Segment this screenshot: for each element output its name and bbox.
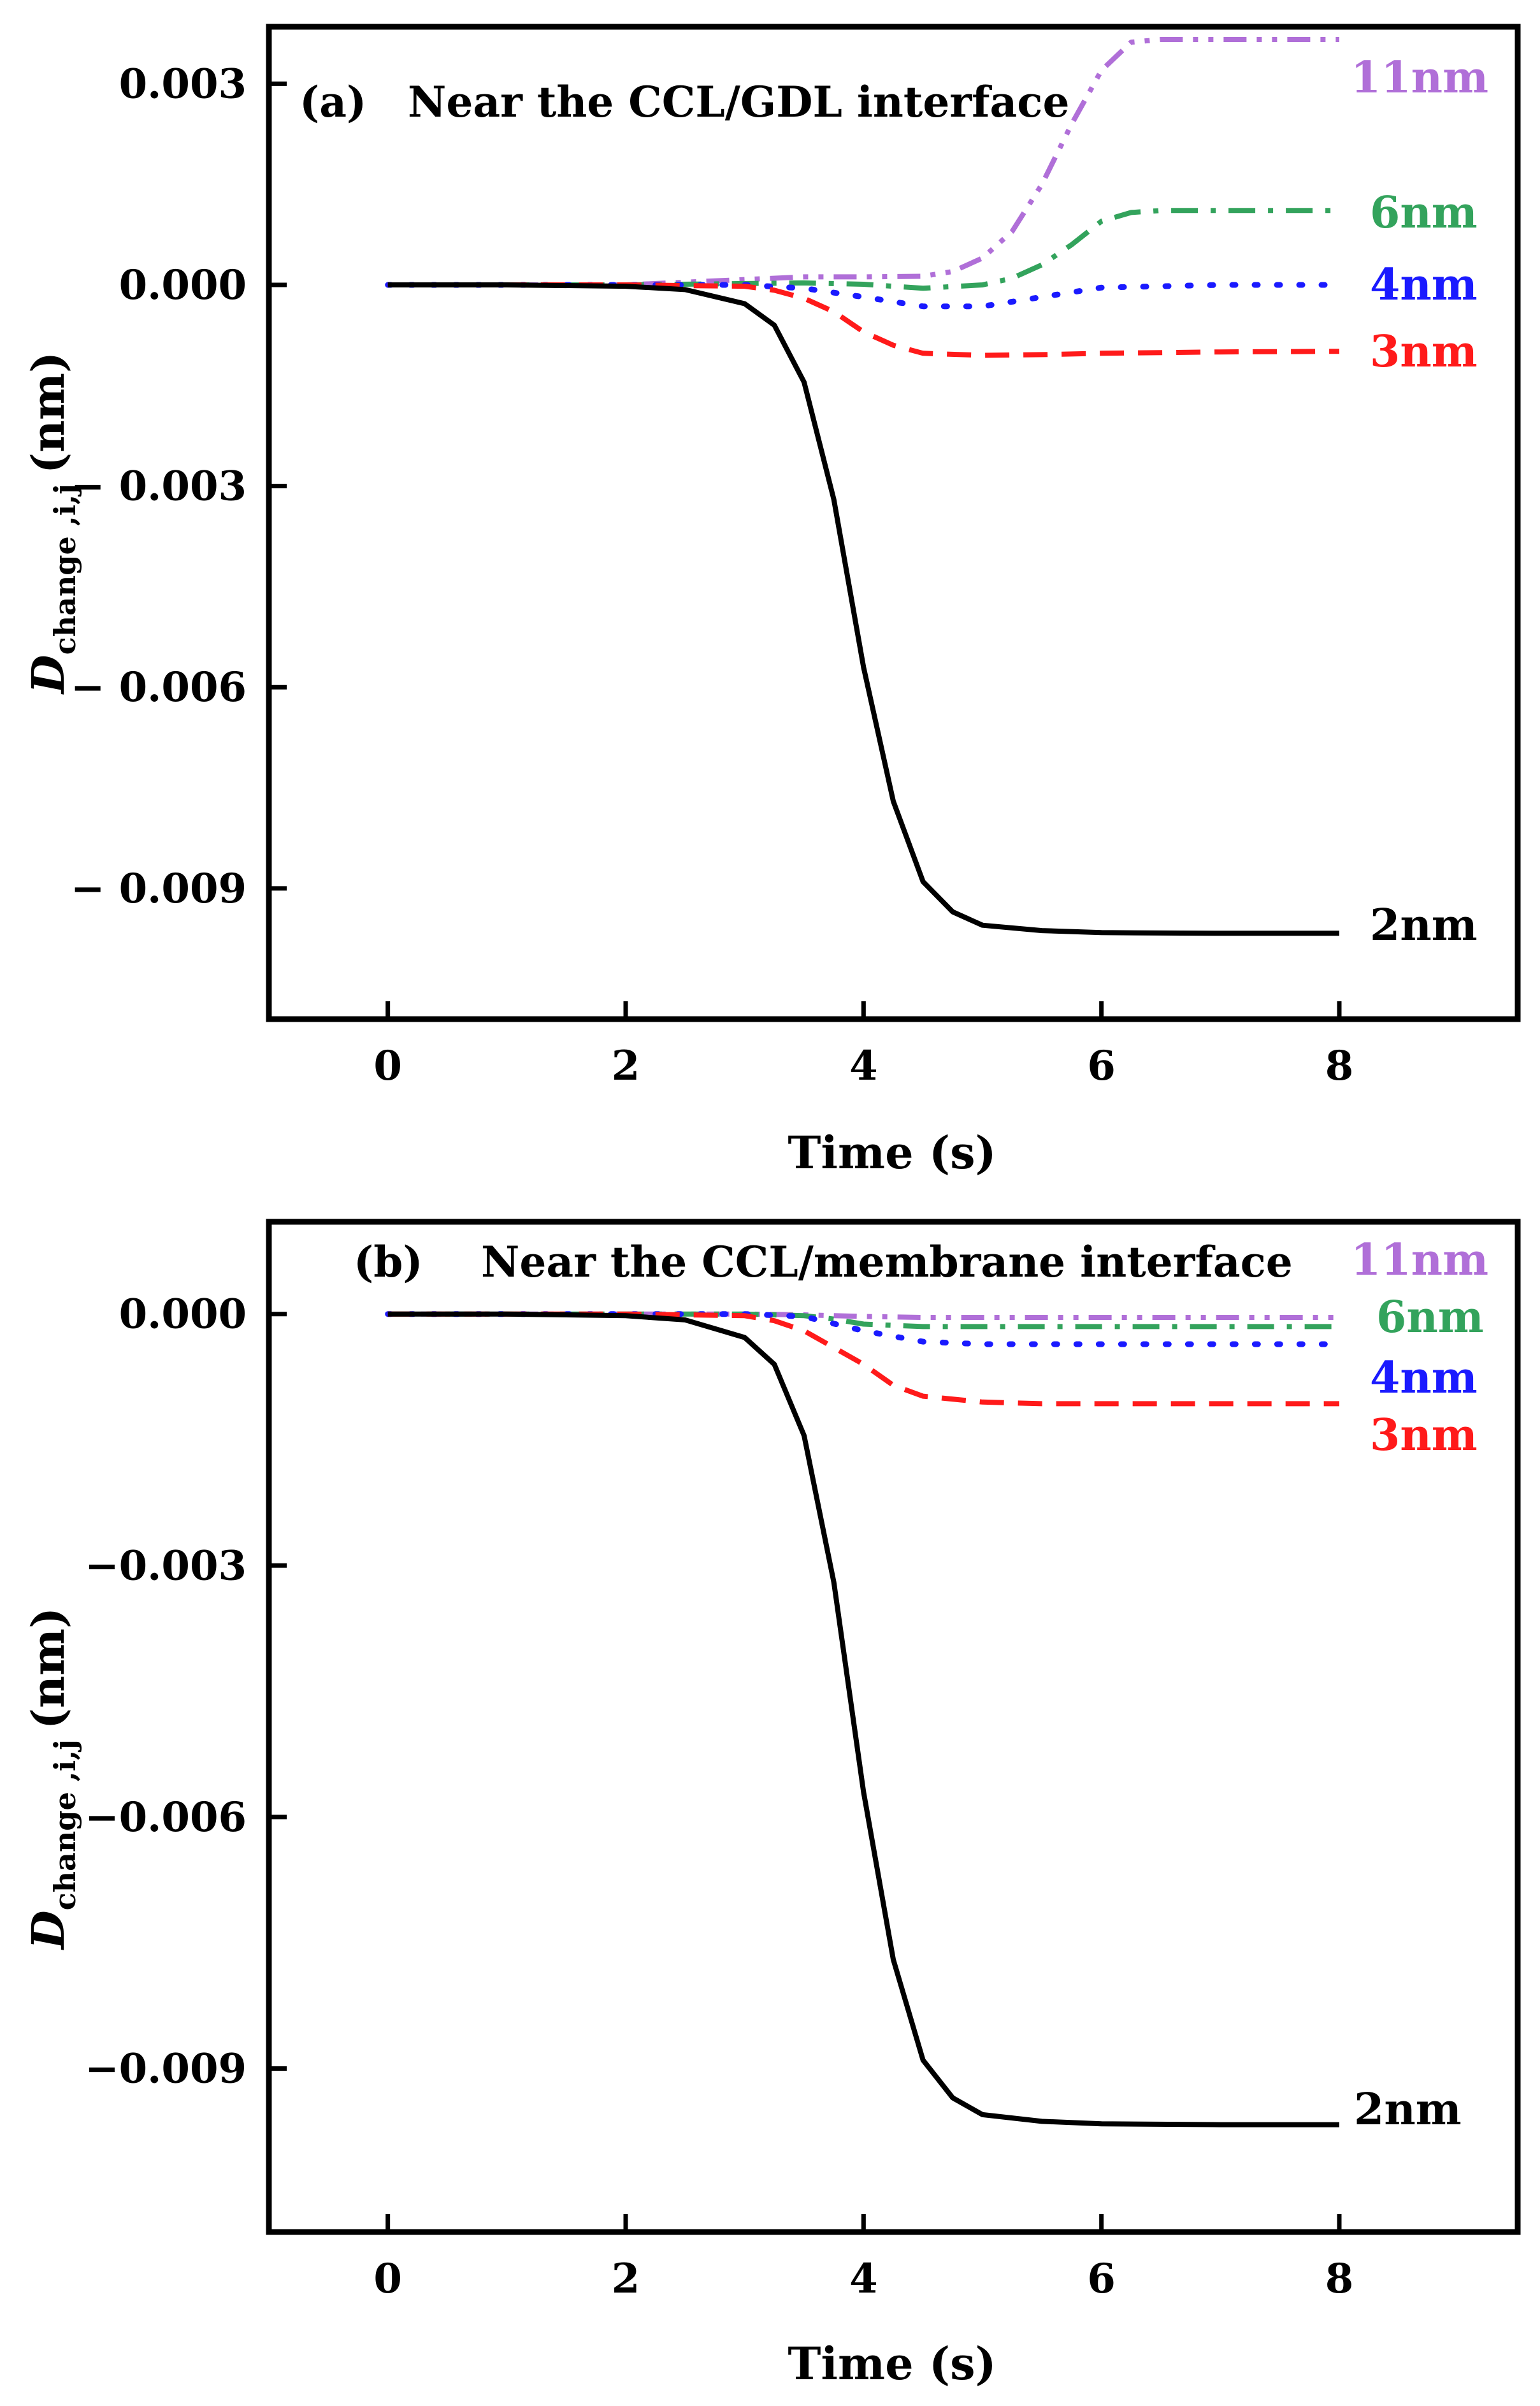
panel-b-ylabel-sub: change ,i,j (48, 1739, 82, 1910)
panel-a-y-tick-label: − 0.006 (71, 663, 247, 711)
panel-b-ylabel-main: D (22, 1910, 75, 1950)
panel-a-x-ticks: 0 2 4 6 8 (373, 1001, 1353, 1090)
panel-a-series-labels: 2nm 3nm 4nm 6nm 11nm (1351, 52, 1488, 951)
panel-b-y-tick-label: −0.003 (85, 1542, 247, 1590)
panel-b-xlabel: Time (s) (788, 2337, 996, 2390)
panel-b-series (385, 1311, 1342, 2127)
panel-b-series-label-11nm: 11nm (1351, 1235, 1488, 1286)
panel-b-title: Near the CCL/membrane interface (481, 1237, 1293, 1287)
panel-b-x-tick-label: 6 (1087, 2255, 1116, 2303)
panel-a-x-tick-label: 2 (612, 1042, 640, 1090)
panel-b-series-label-3nm: 3nm (1370, 1410, 1478, 1461)
panel-a-series-6nm (387, 208, 1339, 291)
panel-a-x-tick-label: 0 (373, 1042, 402, 1090)
panel-a-series-label-4nm: 4nm (1370, 259, 1478, 310)
panel-a-x-tick-label: 8 (1325, 1042, 1354, 1090)
panel-b-series-labels: 2nm 3nm 4nm 6nm 11nm (1351, 1235, 1488, 2135)
panel-b-y-tick-label: 0.000 (119, 1291, 247, 1338)
panel-a-series-2nm (387, 282, 1339, 936)
panel-a-series-3nm (387, 282, 1340, 358)
panel-a-title: Near the CCL/GDL interface (408, 77, 1069, 127)
panel-a-x-tick-label: 4 (849, 1042, 878, 1090)
panel-a-series (385, 37, 1342, 936)
panel-a-y-ticks: 0.003 0.000 − 0.003 − 0.006 − 0.009 (71, 60, 287, 913)
panel-a-y-tick-label: 0.003 (119, 60, 247, 108)
panel-a-xlabel: Time (s) (788, 1126, 996, 1179)
panel-b-series-label-4nm: 4nm (1370, 1352, 1478, 1403)
panel-b-ylabel: Dchange ,i,j (nm) (22, 1607, 82, 1950)
panel-a-ylabel: Dchange ,i,j (nm) (22, 352, 82, 695)
panel-a-ylabel-unit: (nm) (22, 352, 75, 474)
panel-b-series-label-6nm: 6nm (1376, 1292, 1484, 1343)
panel-a-series-4nm (385, 282, 1342, 310)
panel-b-series-label-2nm: 2nm (1354, 2084, 1462, 2135)
panel-b: 0.000 −0.003 −0.006 −0.009 0 2 4 6 8 2nm 3nm 4nm 6… (22, 1219, 1521, 2390)
panel-b-x-tick-label: 8 (1325, 2255, 1354, 2303)
panel-a-series-label-11nm: 11nm (1351, 52, 1488, 103)
panel-b-label: (b) (354, 1237, 423, 1287)
panel-a-ylabel-main: D (22, 655, 75, 695)
panel-a: 0.003 0.000 − 0.003 − 0.006 − 0.009 0 2 4 6 8 2n… (22, 24, 1521, 1179)
panel-a-label: (a) (299, 77, 366, 127)
panel-b-x-tick-label: 0 (373, 2255, 402, 2303)
panel-b-x-ticks: 0 2 4 6 8 (373, 2214, 1353, 2303)
panel-b-series-2nm (387, 1311, 1339, 2127)
panel-a-frame (266, 24, 1521, 1022)
panel-b-frame (266, 1219, 1521, 2235)
panel-b-series-4nm (385, 1311, 1342, 1347)
panel-b-series-6nm (387, 1311, 1339, 1330)
panel-a-x-tick-label: 6 (1087, 1042, 1116, 1090)
panel-b-series-3nm (387, 1311, 1339, 1407)
panel-a-series-label-3nm: 3nm (1370, 326, 1478, 377)
panel-a-y-tick-label: − 0.009 (71, 865, 247, 913)
panel-b-x-tick-label: 2 (612, 2255, 640, 2303)
panel-a-y-tick-label: − 0.003 (71, 463, 247, 511)
panel-b-ylabel-unit: (nm) (22, 1607, 75, 1729)
panel-b-y-tick-label: −0.009 (85, 2045, 247, 2093)
panel-a-series-label-2nm: 2nm (1370, 900, 1478, 951)
panel-b-y-tick-label: −0.006 (85, 1794, 247, 1841)
panel-b-x-tick-label: 4 (849, 2255, 878, 2303)
panel-a-series-label-6nm: 6nm (1370, 187, 1478, 238)
panel-a-y-tick-label: 0.000 (119, 261, 247, 309)
panel-a-ylabel-sub: change ,i,j (48, 484, 82, 655)
panel-b-y-ticks: 0.000 −0.003 −0.006 −0.009 (85, 1291, 287, 2093)
